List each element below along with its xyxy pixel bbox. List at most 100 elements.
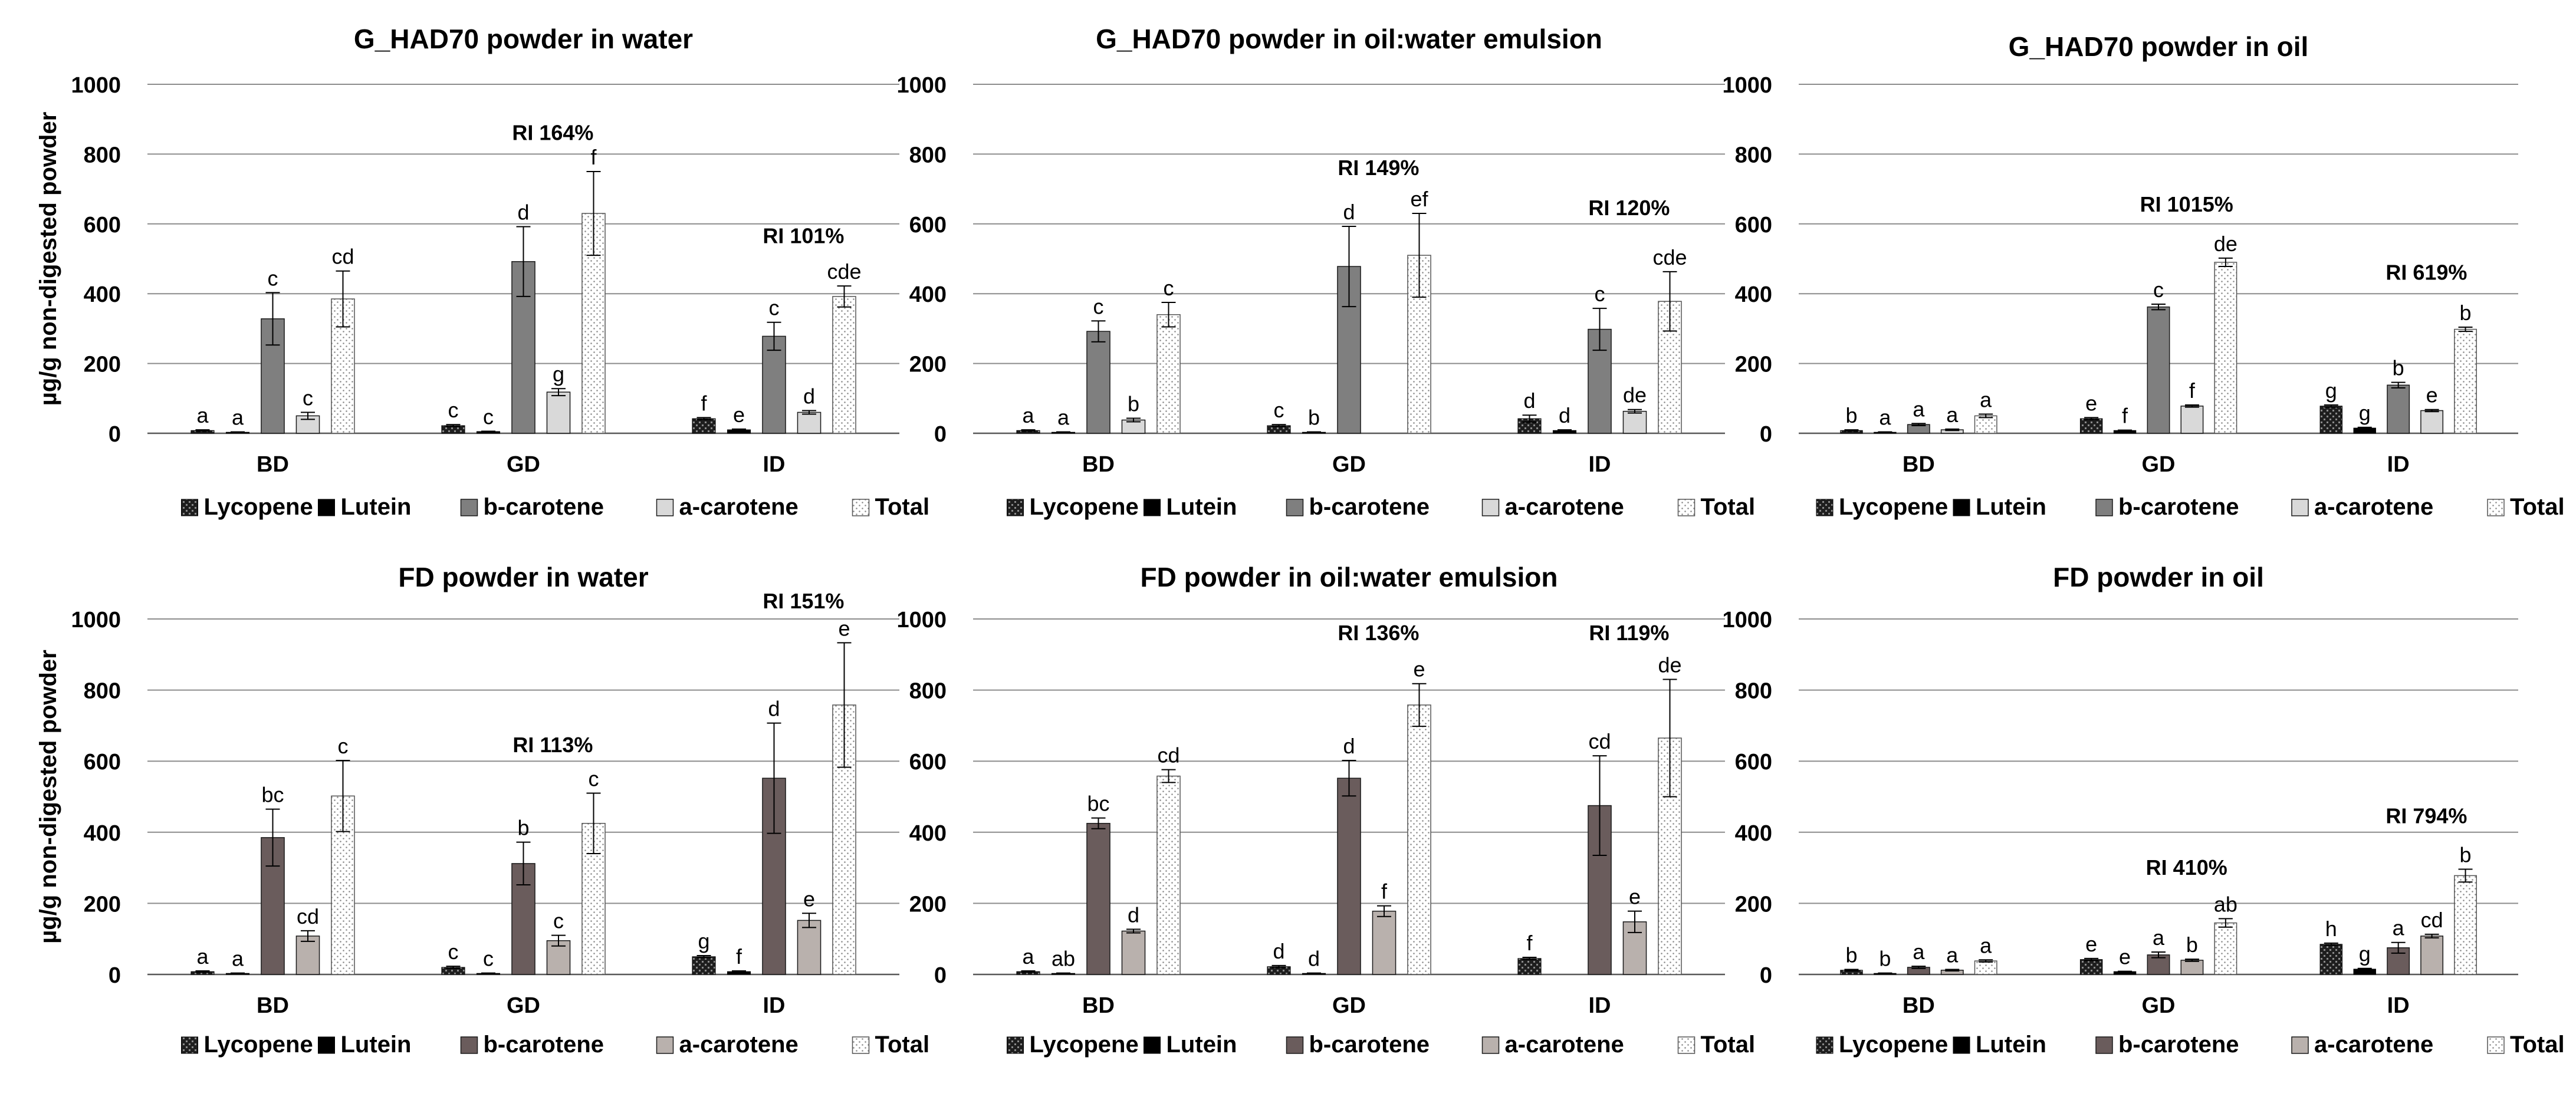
y-tick-label: 0 [109, 963, 121, 988]
y-tick-label: 600 [1735, 750, 1772, 775]
bar-lycopene-id [2319, 944, 2343, 975]
significance-letter: f [736, 944, 742, 969]
significance-letter: e [733, 403, 745, 427]
bar-a-carotene-id [2420, 936, 2444, 975]
legend-label-b-carotene: b-carotene [1309, 1032, 1430, 1058]
significance-letter: a [1057, 406, 1070, 430]
legend-swatch-total [852, 499, 870, 516]
legend-swatch-b-carotene [1286, 499, 1304, 516]
significance-letter: d [1128, 903, 1139, 927]
y-tick-label: 1000 [1722, 608, 1772, 633]
y-tick-label: 0 [109, 422, 121, 447]
significance-letter: f [2122, 404, 2128, 428]
ri-annotation: RI 149% [1338, 156, 1419, 180]
significance-letter: c [553, 909, 564, 933]
ri-annotation: RI 136% [1338, 621, 1419, 645]
bar-total-gd [2214, 922, 2237, 975]
legend-swatch-total [1677, 1036, 1696, 1054]
legend-swatch-b-carotene [2095, 499, 2113, 516]
legend-label-lycopene: Lycopene [204, 494, 313, 520]
legend-swatch-lutein [1953, 1036, 1970, 1054]
y-tick-label: 0 [934, 963, 947, 988]
bar-a-carotene-id [797, 920, 822, 975]
x-tick-label-gd: GD [507, 993, 540, 1018]
significance-letter: c [483, 404, 494, 429]
bar-total-id [832, 296, 856, 434]
legend-swatch-b-carotene [460, 1036, 478, 1054]
legend-swatch-a-carotene [2291, 1036, 2309, 1054]
significance-letter: a [1946, 403, 1959, 427]
chart-panel-1: G_HAD70 powder in water 0 200 400 600 800 1000… [35, 24, 929, 520]
legend-label-total: Total [2510, 1032, 2565, 1058]
x-tick-label-bd: BD [1082, 993, 1115, 1018]
legend-swatch-lycopene [1816, 499, 1834, 516]
x-tick-label-gd: GD [1332, 993, 1366, 1018]
legend-label-a-carotene: a-carotene [679, 1032, 799, 1058]
legend-swatch-lutein [1953, 499, 1970, 516]
bar-total-bd [1156, 775, 1181, 975]
significance-letter: ab [1052, 947, 1075, 971]
legend-swatch-lycopene [181, 499, 198, 516]
y-tick-label: 800 [909, 143, 947, 167]
significance-letter: d [1523, 388, 1535, 413]
significance-letter: h [2325, 917, 2337, 941]
x-tick-label-id: ID [2387, 452, 2410, 477]
significance-letter: d [1343, 734, 1355, 758]
significance-letter: c [769, 296, 780, 320]
legend-label-a-carotene: a-carotene [679, 494, 799, 520]
significance-letter: d [1273, 939, 1284, 963]
legend-swatch-a-carotene [656, 499, 674, 516]
bar-a-carotene-gd [1372, 910, 1397, 975]
legend-swatch-a-carotene [1481, 499, 1500, 516]
significance-letter: bc [261, 783, 284, 807]
significance-letter: f [701, 391, 707, 415]
significance-letter: f [1381, 880, 1388, 904]
significance-letter: g [2359, 401, 2371, 425]
significance-letter: d [1308, 947, 1320, 971]
legend-label-total: Total [1701, 494, 1756, 520]
legend: Lycopene Lutein b-carotene a-carotene Total [1816, 1032, 2565, 1058]
bar-total-gd [2214, 262, 2237, 434]
significance-letter: cd [1588, 729, 1611, 753]
legend-label-a-carotene: a-carotene [1505, 1032, 1624, 1058]
significance-letter: e [1629, 885, 1641, 909]
legend: Lycopene Lutein b-carotene a-carotene Total [181, 494, 930, 520]
legend-label-a-carotene: a-carotene [2314, 494, 2433, 520]
significance-letter: a [2153, 926, 2165, 950]
significance-letter: g [553, 362, 564, 386]
x-tick-label-bd: BD [257, 993, 289, 1018]
y-tick-label: 200 [1735, 892, 1772, 917]
legend-label-lutein: Lutein [1167, 1032, 1237, 1058]
legend: Lycopene Lutein b-carotene a-carotene Total [1007, 494, 1756, 520]
bar-lycopene-gd [2079, 959, 2103, 975]
significance-letter: f [2189, 378, 2196, 403]
legend-label-total: Total [875, 494, 930, 520]
y-axis-label: µg/g non-digested powder [35, 112, 61, 406]
significance-letter: c [1093, 294, 1104, 318]
legend-label-lycopene: Lycopene [1030, 1032, 1139, 1058]
y-tick-label: 0 [934, 422, 947, 447]
significance-letter: c [483, 947, 494, 971]
significance-letter: c [2153, 278, 2164, 302]
significance-letter: a [196, 944, 209, 969]
legend-swatch-a-carotene [656, 1036, 674, 1054]
significance-letter: a [1913, 940, 1925, 964]
significance-letter: e [803, 887, 815, 911]
y-tick-label: 800 [84, 143, 121, 167]
chart-panel-2: G_HAD70 powder in oil:water emulsion 0 200… [896, 24, 1755, 520]
legend-swatch-b-carotene [2095, 1036, 2113, 1054]
y-tick-label: 400 [909, 282, 947, 307]
significance-letter: e [1413, 657, 1425, 681]
significance-letter: de [2214, 232, 2237, 256]
bar-a-carotene-bd [1121, 930, 1146, 975]
y-tick-label: 1000 [1722, 73, 1772, 98]
y-tick-label: 800 [1735, 679, 1772, 704]
ri-annotation: RI 101% [763, 223, 844, 248]
chart-panel-3: G_HAD70 powder in oil 0 200 400 600 800 1000 BD… [1722, 31, 2564, 520]
significance-letter: c [1164, 276, 1174, 300]
bar-total-bd [1156, 314, 1181, 434]
significance-letter: a [1022, 944, 1034, 969]
significance-letter: a [1913, 397, 1925, 421]
significance-letter: c [338, 734, 349, 758]
